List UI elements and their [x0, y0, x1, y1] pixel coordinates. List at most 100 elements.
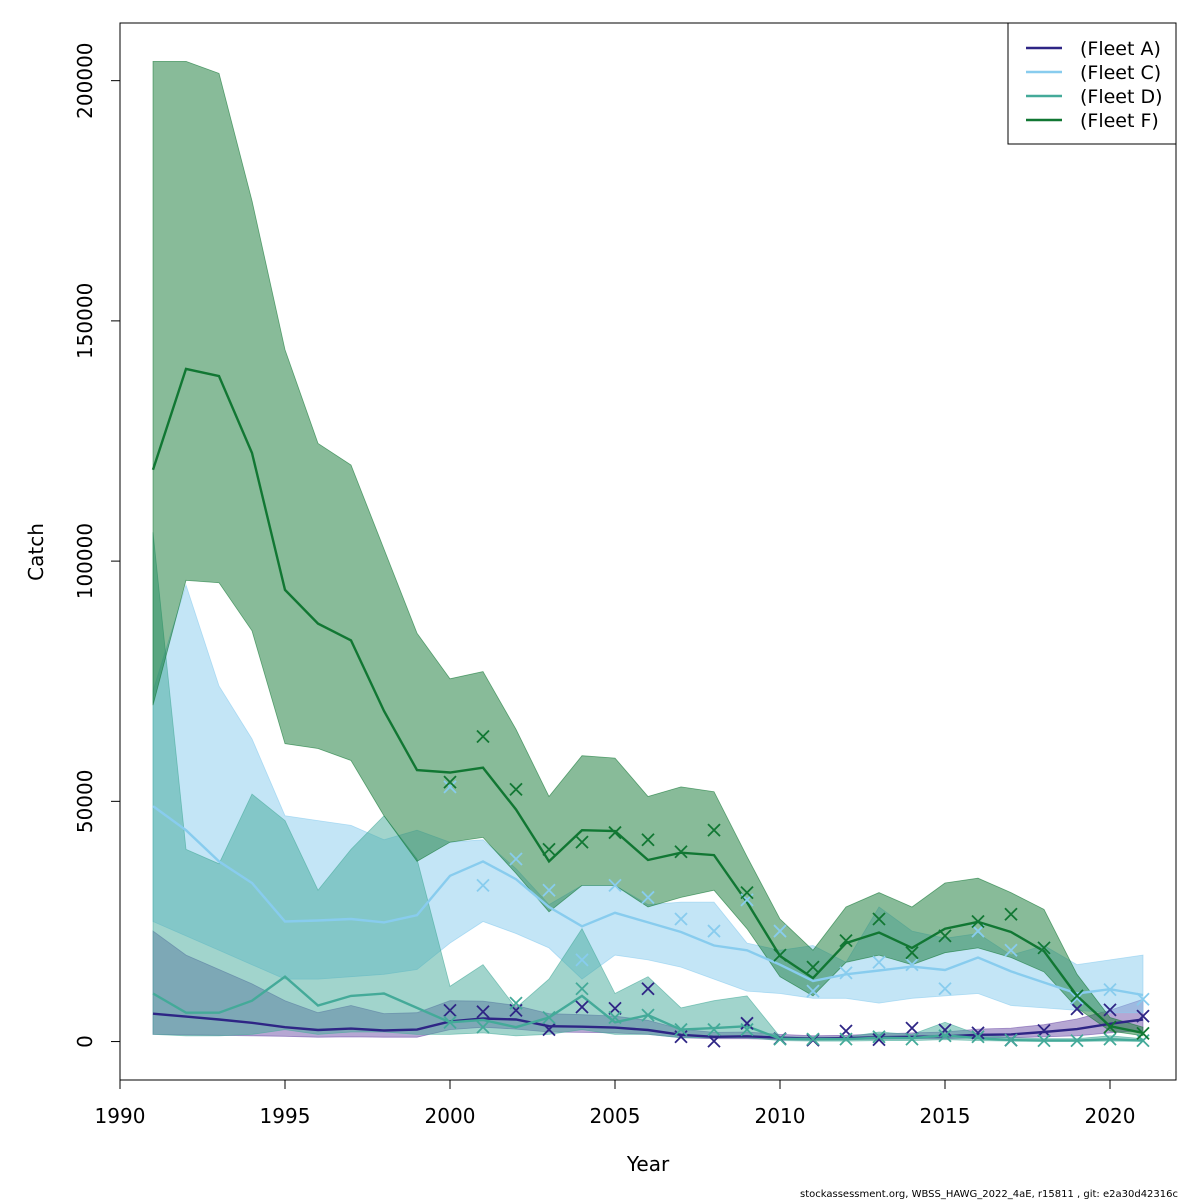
fleet-d-obs-point: [641, 1008, 655, 1022]
fleet-d-obs-point: [1004, 1033, 1018, 1047]
fleet-d-obs-point: [443, 1015, 457, 1029]
fleet-f-obs-point: [1070, 989, 1084, 1003]
x-tick-label: 1990: [95, 1104, 146, 1128]
fleet-d-obs-point: [707, 1022, 721, 1037]
fleet-f-obs-point: [608, 825, 622, 840]
fleet-f-obs-point: [707, 823, 721, 837]
fleet-f-obs-point: [641, 833, 655, 847]
fleet-c-obs-point: [641, 890, 655, 905]
fleet-c-obs-point: [509, 852, 523, 866]
confidence-bands: [152, 61, 1144, 1042]
fleet-c-obs-point: [938, 982, 952, 996]
fleet-f-obs-point: [443, 775, 457, 789]
fleet-c-obs-point: [806, 984, 820, 998]
fleet-a-obs-point: [707, 1034, 721, 1048]
x-tick-label: 2005: [590, 1104, 641, 1128]
fleet-a-obs-point: [641, 982, 655, 996]
x-tick-label: 2015: [920, 1104, 971, 1128]
fleet-f-obs-point: [476, 729, 490, 744]
y-tick-label: 100000: [73, 523, 97, 599]
fleet-c-obs-point: [542, 883, 556, 897]
fleet-c-obs-point: [872, 955, 886, 969]
fleet-d-obs-point: [575, 982, 589, 996]
x-axis: 1990 1995 2000 2005 2010 2015 2020: [95, 1079, 1136, 1128]
fleet-f-obs-point: [872, 912, 886, 926]
fleet-d-obs-point: [509, 996, 523, 1010]
fleet-a-obs-point: [938, 1023, 952, 1037]
footer-credit: stockassessment.org, WBSS_HAWG_2022_4aE,…: [800, 1189, 1178, 1200]
fleet-d-obs-point: [476, 1020, 490, 1034]
fleet-d-obs-point: [740, 1022, 754, 1037]
x-axis-title: Year: [626, 1152, 670, 1176]
x-tick-label: 1995: [260, 1104, 311, 1128]
y-axis: 0 50000 100000 150000 200000: [73, 42, 121, 1048]
fleet-f-obs-point: [1103, 1020, 1117, 1034]
fleet-f-obs-point: [839, 934, 853, 948]
fleet-c-obs-point: [1136, 992, 1150, 1006]
y-axis-title: Catch: [24, 523, 48, 581]
legend: (Fleet A)(Fleet C)(Fleet D)(Fleet F): [1007, 22, 1177, 145]
legend-box: [1007, 22, 1177, 145]
fleet-d-obs-point: [674, 1022, 688, 1037]
fleet-a-obs-point: [1136, 1009, 1150, 1023]
fleet-c-obs-point: [674, 912, 688, 926]
x-tick-label: 2010: [755, 1104, 806, 1128]
fleet-d-obs-point: [608, 1010, 622, 1025]
y-tick-label: 200000: [73, 42, 97, 118]
y-tick-label: 0: [73, 1035, 97, 1048]
fleet-d-obs-point: [1103, 1032, 1117, 1046]
fleet-f-band: [152, 61, 1144, 1037]
fleet-c-obs-point: [773, 924, 787, 938]
fleet-d-obs-point: [905, 1032, 919, 1046]
x-tick-label: 2000: [425, 1104, 476, 1128]
fleet-c-obs-point: [1070, 991, 1084, 1005]
fleet-f-obs-point: [542, 842, 556, 857]
fleet-a-obs-point: [443, 1003, 457, 1017]
fleet-f-obs-point: [905, 946, 919, 960]
fleet-d-obs-point: [1070, 1033, 1084, 1048]
fleet-f-obs-point: [938, 929, 952, 943]
fleet-f-obs-point: [509, 782, 523, 796]
fleet-c-obs-point: [443, 780, 457, 794]
fleet-c-legend-label: (Fleet C): [1080, 62, 1161, 84]
fleet-c-obs-point: [608, 878, 622, 893]
fleet-a-obs-point: [1037, 1023, 1051, 1038]
fleet-f-obs-point: [971, 914, 985, 929]
fleet-a-legend-label: (Fleet A): [1080, 38, 1161, 60]
fleet-c-obs-point: [575, 953, 589, 967]
fleet-c-obs-point: [707, 924, 721, 938]
fleet-d-obs-point: [542, 1010, 556, 1025]
fleet-a-obs-point: [575, 1000, 589, 1014]
fleet-c-obs-point: [905, 958, 919, 972]
fleet-d-legend-label: (Fleet D): [1080, 86, 1163, 108]
fleet-a-obs-point: [1103, 1003, 1117, 1017]
fleet-f-obs-point: [1136, 1026, 1150, 1041]
fleet-d-obs-point: [1037, 1033, 1051, 1048]
fleet-a-obs-point: [872, 1033, 886, 1047]
observation-markers: [443, 729, 1150, 1048]
fleet-a-obs-point: [905, 1021, 919, 1035]
fleet-d-obs-point: [938, 1029, 952, 1043]
fleet-f-obs-point: [674, 845, 688, 859]
y-tick-label: 50000: [73, 770, 97, 834]
fleet-c-obs-point: [476, 878, 490, 893]
fleet-a-obs-point: [740, 1016, 754, 1030]
fleet-f-obs-point: [575, 835, 589, 849]
fleet-a-obs-point: [971, 1026, 985, 1040]
y-tick-label: 150000: [73, 283, 97, 359]
fleet-a-obs-point: [476, 1005, 490, 1019]
fleet-f-obs-point: [773, 948, 787, 962]
fleet-f-obs-point: [1037, 941, 1051, 955]
fleet-c-obs-point: [971, 924, 985, 938]
fleet-a-obs-point: [1070, 1002, 1084, 1016]
x-tick-label: 2020: [1085, 1104, 1136, 1128]
fleet-f-obs-point: [806, 960, 820, 974]
fleet-f-obs-point: [1004, 907, 1018, 921]
fleet-c-line: [152, 805, 1144, 997]
fleet-c-obs-point: [1103, 983, 1117, 997]
fleet-d-obs-point: [773, 1032, 787, 1046]
fleet-f-obs-point: [740, 885, 754, 900]
fleet-f-legend-label: (Fleet F): [1080, 110, 1159, 132]
fleet-a-obs-point: [542, 1022, 556, 1037]
